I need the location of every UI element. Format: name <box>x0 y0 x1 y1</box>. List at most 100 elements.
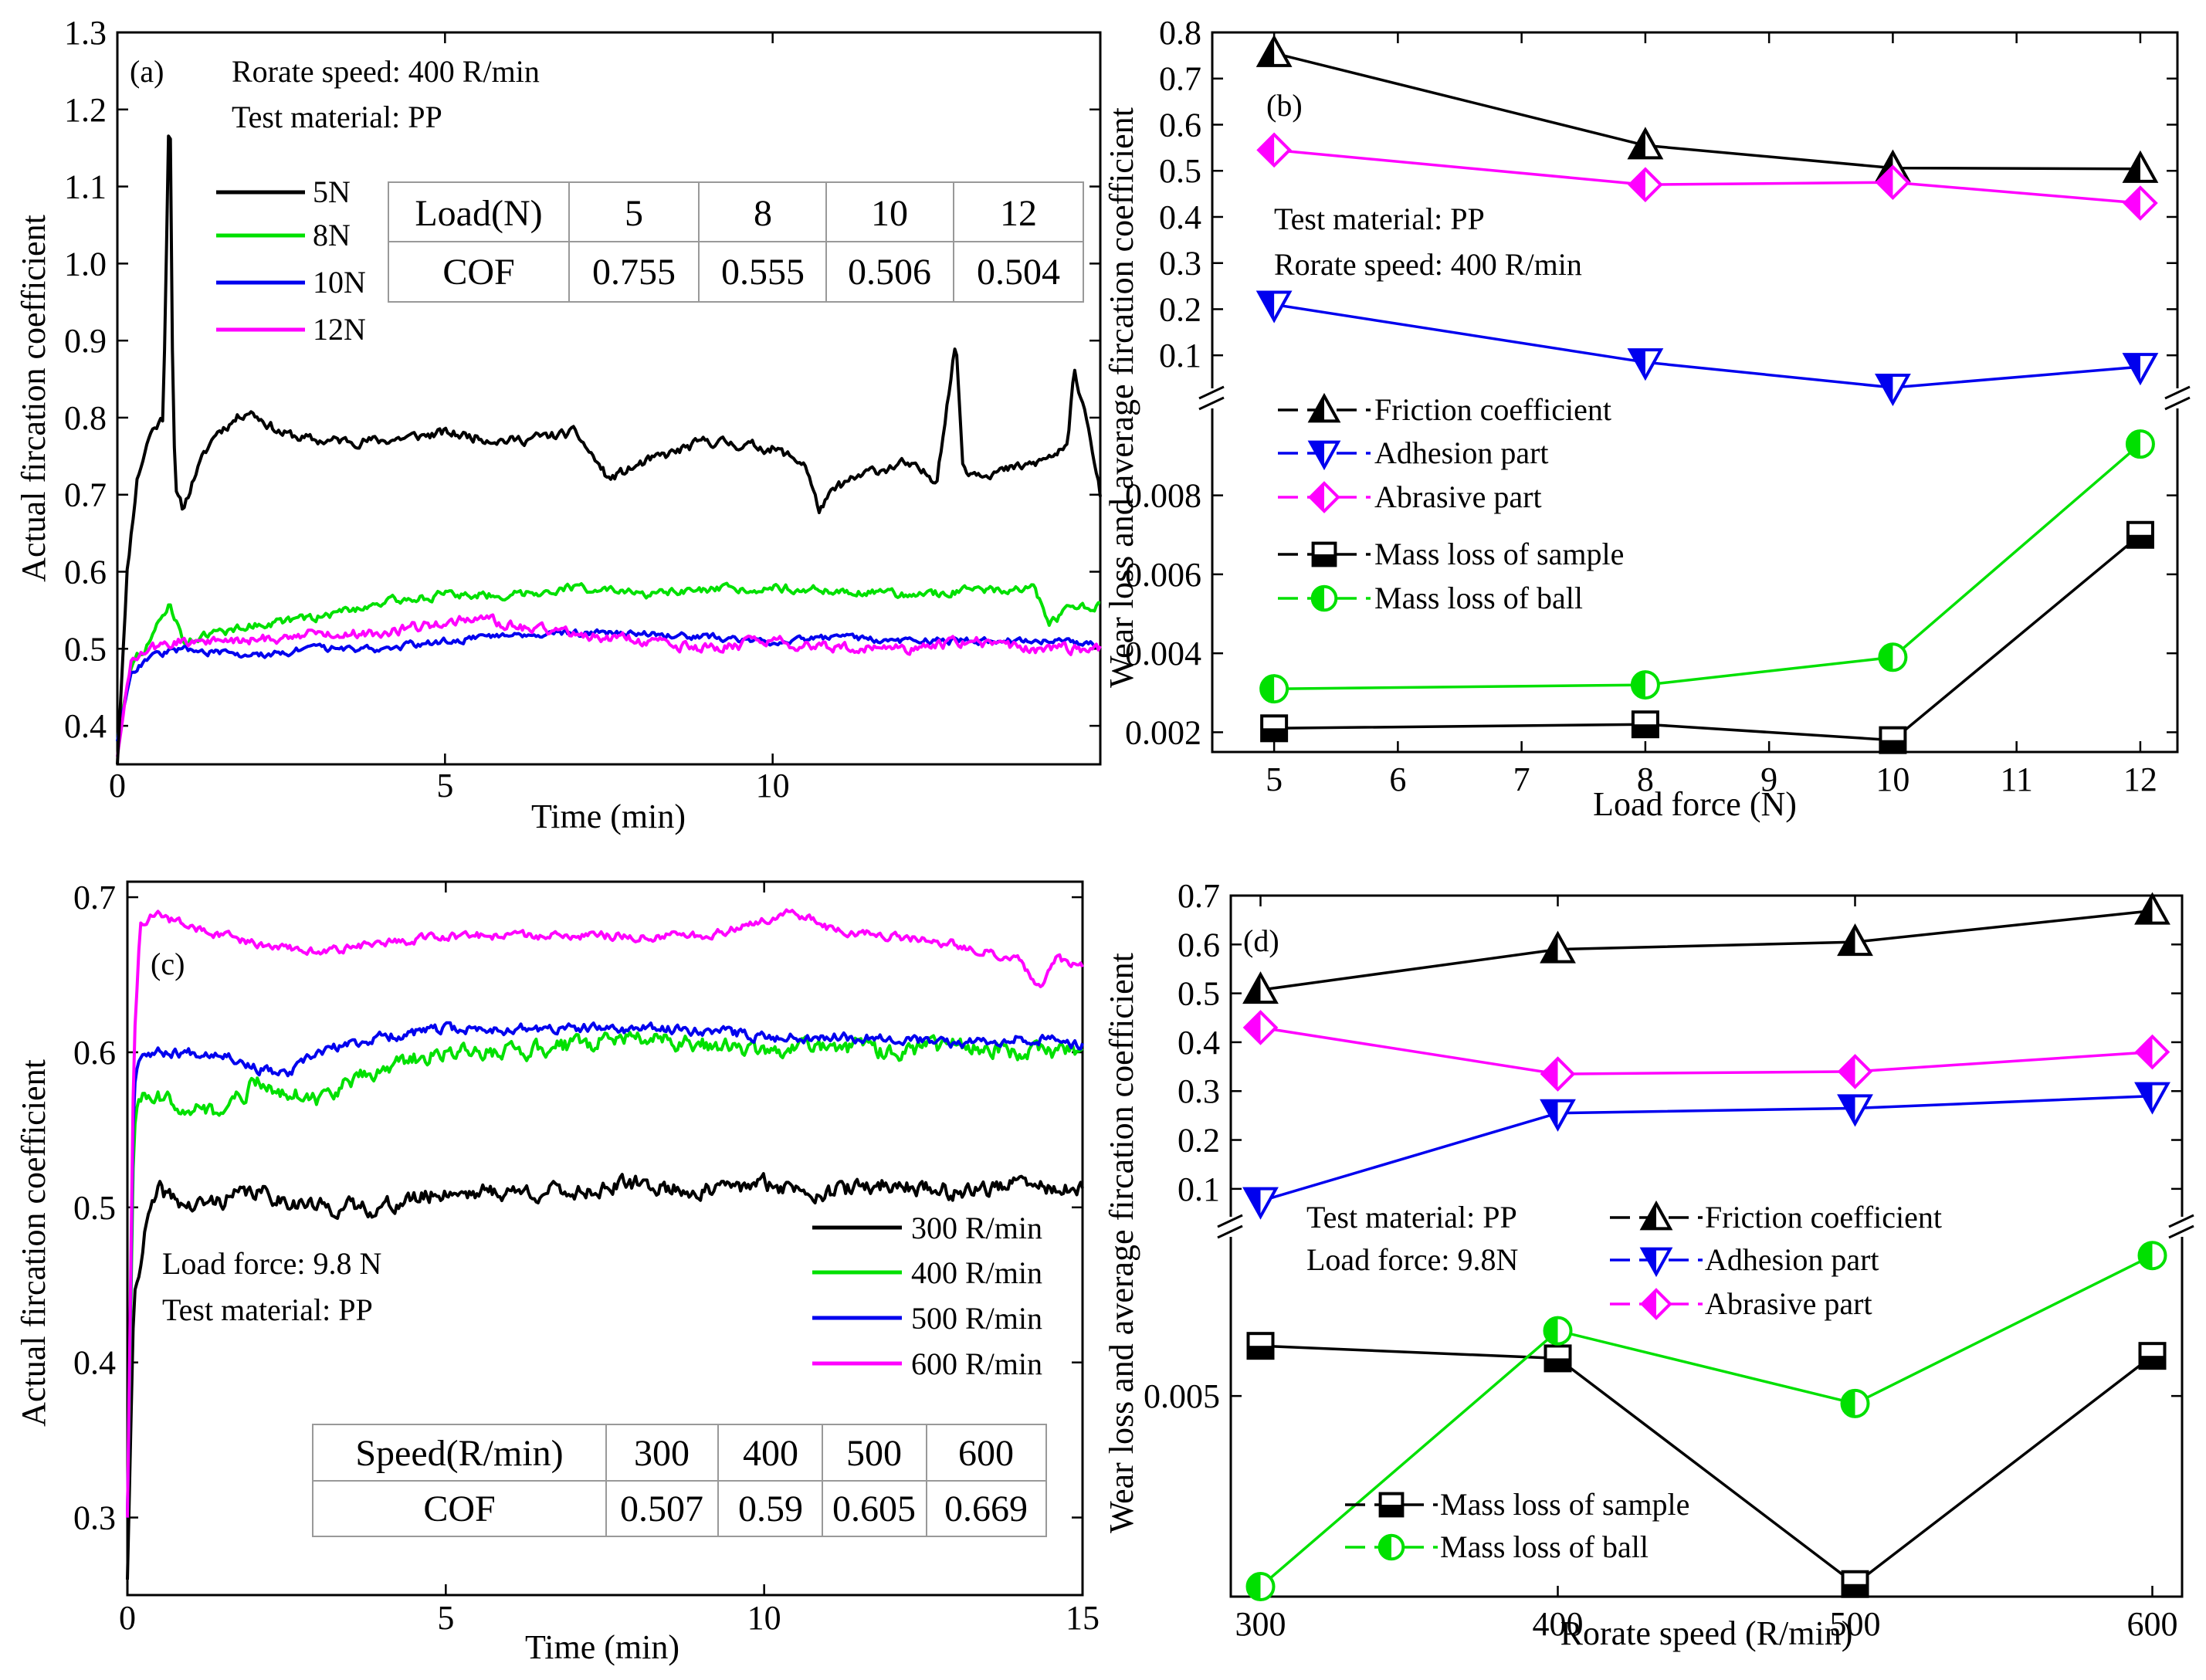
x-tick-label: 8 <box>1637 760 1654 798</box>
marker-circle-fill <box>2139 1242 2153 1269</box>
series-line-circle <box>1274 442 2142 690</box>
marker-triangle-up-fill <box>1542 933 1558 962</box>
marker-circle-fill <box>2126 431 2140 458</box>
marker-circle-fill <box>1247 1573 1261 1600</box>
panel-d-annotation-material: Test material: PP <box>1306 1200 1517 1235</box>
table-header-cell: 400 <box>743 1433 798 1474</box>
x-tick-label: 11 <box>2000 760 2032 798</box>
legend-label-300: 300 R/min <box>911 1211 1042 1245</box>
panel-c-tag: (c) <box>151 947 185 981</box>
panel-a-x-label: Time (min) <box>531 798 686 835</box>
marker-triangle-down-fill <box>1642 1248 1656 1274</box>
y-tick-label: 0.6 <box>1159 106 1201 144</box>
x-tick-label: 15 <box>1066 1599 1100 1637</box>
y-tick-label: 0.7 <box>1159 60 1201 98</box>
marker-triangle-down-fill <box>2137 1083 2153 1112</box>
legend-label-10n: 10N <box>313 265 366 300</box>
marker-triangle-up-fill <box>1839 926 1855 955</box>
panel-d-tag: (d) <box>1243 923 1279 958</box>
y-tick-label: 0.4 <box>73 1344 116 1382</box>
marker-triangle-down-fill <box>1877 375 1893 404</box>
x-tick-label: 10 <box>756 767 790 804</box>
series-line-square <box>1274 533 2142 742</box>
y-tick-label: 0.008 <box>1125 477 1201 515</box>
panel-b-annotation-material: Test material: PP <box>1274 202 1485 236</box>
series-line-triangle-down <box>1260 1094 2153 1203</box>
panel-c-cof-table: Speed(R/min) 300 400 500 600 COF 0.507 0… <box>312 1424 1047 1537</box>
panel-c-plot-frame <box>126 880 1084 1597</box>
panel-d-x-label: Rorate speed (R/min) <box>1560 1614 1853 1652</box>
series-line-500 <box>126 1021 1084 1518</box>
panel-c-annotation-material: Test material: PP <box>162 1292 373 1327</box>
marker-triangle-down-fill <box>1839 1096 1855 1124</box>
x-tick-label: 400 <box>1533 1605 1584 1643</box>
panel-a-tag: (a) <box>130 54 164 89</box>
y-tick-label: 0.5 <box>1159 152 1201 190</box>
series-line-circle <box>1259 1254 2153 1588</box>
panel-d-y-label: Wear loss and average fircation coeffici… <box>1103 953 1140 1533</box>
panel-c-lines <box>126 908 1084 1580</box>
panel-d-axes: 300 400 500 600 0.1 0.2 0.3 0.4 0.5 0.6 0.7 0.005 <box>1144 877 2182 1643</box>
y-tick-label: 0.6 <box>73 1034 116 1072</box>
x-tick-label: 10 <box>1876 760 1909 798</box>
y-tick-label: 0.002 <box>1125 713 1201 751</box>
y-tick-label: 1.3 <box>64 14 107 52</box>
marker-triangle-down-fill <box>1259 292 1275 320</box>
x-tick-label: 600 <box>2127 1605 2178 1643</box>
y-tick-label: 0.2 <box>1159 290 1201 328</box>
panel-c-x-label: Time (min) <box>525 1628 679 1666</box>
panel-c: 0 5 10 15 0.3 0.4 0.5 0.6 0.7 Time (min) Actual … <box>15 879 1100 1666</box>
x-tick-label: 7 <box>1513 760 1530 798</box>
marker-square-fill <box>1880 740 1906 753</box>
marker-triangle-up-fill <box>1310 396 1324 422</box>
marker-circle-fill <box>1379 1535 1391 1560</box>
y-tick-label: 0.3 <box>1159 245 1201 283</box>
marker-square-fill <box>1262 728 1287 741</box>
legend-label-400: 400 R/min <box>911 1255 1042 1290</box>
marker-square-fill <box>1380 1505 1403 1516</box>
marker-circle-fill <box>1261 676 1275 703</box>
y-tick-label: 0.005 <box>1144 1377 1220 1415</box>
marker-square-fill <box>1248 1346 1273 1359</box>
x-tick-label: 6 <box>1389 760 1406 798</box>
marker-diamond-fill <box>2137 1036 2153 1068</box>
marker-square-fill <box>1632 724 1658 737</box>
y-tick-label: 0.7 <box>64 476 107 514</box>
panel-d-axis-break <box>1217 1214 2194 1239</box>
panel-a-y-label: Actual fircation coefficient <box>15 215 53 582</box>
y-tick-label: 0.3 <box>73 1499 116 1537</box>
panel-c-legend: 300 R/min 400 R/min 500 R/min 600 R/min <box>812 1211 1042 1381</box>
x-tick-label: 5 <box>436 767 453 804</box>
marker-diamond-fill <box>1642 1290 1656 1318</box>
x-tick-label: 500 <box>1830 1605 1881 1643</box>
legend-label-ball: Mass loss of ball <box>1374 581 1583 615</box>
series-line-5n <box>116 134 1102 765</box>
table-cell: COF <box>442 252 514 293</box>
panel-c-y-label: Actual fircation coefficient <box>15 1059 53 1427</box>
axis-break-mark <box>1198 385 1225 400</box>
marker-diamond-fill <box>1877 167 1893 198</box>
panel-b: 5 6 7 8 9 10 11 12 0.1 0.2 0.3 0.4 0.5 0.6 0.7 0.8 0.002… <box>1103 14 2191 823</box>
panel-a: 0 5 10 0.4 0.5 0.6 0.7 0.8 0.9 1.0 1.1 1.2 1.3 Time … <box>15 14 1102 835</box>
x-tick-label: 5 <box>437 1599 454 1637</box>
y-tick-label: 0.6 <box>1178 926 1220 964</box>
table-header-cell: 8 <box>754 193 772 234</box>
panel-b-annotation-speed: Rorate speed: 400 R/min <box>1274 247 1582 282</box>
y-tick-label: 1.2 <box>64 91 107 129</box>
marker-diamond-fill <box>1839 1055 1855 1087</box>
series-line-12n <box>116 613 1102 757</box>
table-cell: 0.605 <box>832 1489 916 1529</box>
panel-a-annotation-material: Test material: PP <box>232 100 442 134</box>
axis-break-mark <box>1217 1214 1243 1228</box>
table-header-cell: Speed(R/min) <box>355 1433 563 1474</box>
x-tick-label: 0 <box>109 767 126 804</box>
series-line-triangle-down <box>1273 303 2141 389</box>
legend-label-adhesion: Adhesion part <box>1374 435 1549 470</box>
panel-b-tag: (b) <box>1266 88 1303 123</box>
panel-d-legend: Friction coefficient Adhesion part Abras… <box>1345 1200 1942 1564</box>
y-tick-label: 0.6 <box>64 554 107 591</box>
marker-diamond-fill <box>1310 483 1324 511</box>
series-line-triangle-up <box>1273 52 2140 171</box>
marker-circle-fill <box>1632 672 1645 699</box>
y-tick-label: 0.5 <box>73 1189 116 1227</box>
